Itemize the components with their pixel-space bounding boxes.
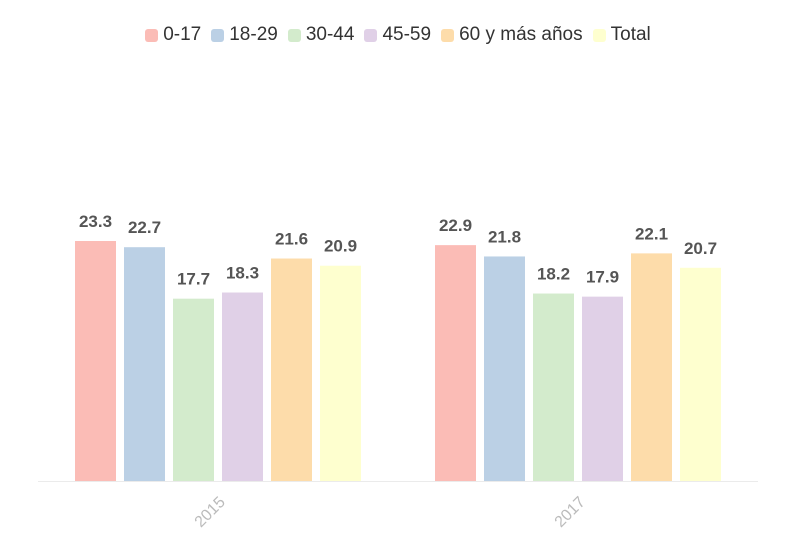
data-label: 18.3 — [226, 264, 259, 283]
bar[interactable] — [75, 241, 116, 481]
x-tick-label: 2015 — [192, 494, 229, 531]
legend-label: Total — [610, 24, 651, 45]
data-label: 21.6 — [275, 230, 308, 249]
legend-item[interactable]: 30-44 — [287, 24, 355, 46]
data-label: 22.9 — [439, 216, 472, 235]
legend-swatch — [211, 28, 225, 42]
data-label: 21.8 — [488, 227, 521, 246]
legend-swatch — [441, 28, 455, 42]
bar[interactable] — [435, 245, 476, 481]
bar[interactable] — [680, 267, 721, 481]
legend-swatch — [592, 28, 606, 42]
legend-swatch — [145, 28, 159, 42]
legend-item[interactable]: Total — [592, 24, 651, 46]
legend-item[interactable]: 0-17 — [145, 24, 201, 46]
legend-label: 30-44 — [305, 24, 355, 45]
bar[interactable] — [222, 292, 263, 481]
data-label: 23.3 — [79, 212, 112, 231]
legend-label: 18-29 — [229, 24, 278, 45]
data-label: 17.7 — [177, 270, 210, 289]
legend-label: 45-59 — [382, 24, 432, 45]
data-label: 22.7 — [128, 218, 161, 237]
data-label: 22.1 — [635, 224, 668, 243]
data-label: 20.9 — [324, 237, 357, 256]
bar[interactable] — [484, 256, 525, 481]
legend-item[interactable]: 45-59 — [364, 24, 431, 46]
bar[interactable] — [124, 247, 165, 481]
data-label: 18.2 — [537, 265, 570, 284]
bar[interactable] — [582, 296, 623, 481]
data-label: 20.7 — [684, 239, 717, 258]
x-tick-label: 2017 — [552, 494, 589, 531]
legend-swatch — [364, 28, 378, 42]
legend-label: 0-17 — [163, 24, 202, 45]
bar[interactable] — [173, 298, 214, 481]
legend-swatch — [287, 28, 301, 42]
data-label: 17.9 — [586, 268, 619, 287]
bar[interactable] — [631, 253, 672, 481]
legend-item[interactable]: 18-29 — [211, 24, 278, 46]
legend-item[interactable]: 60 y más años — [441, 24, 583, 46]
bar[interactable] — [320, 265, 361, 481]
bar[interactable] — [533, 293, 574, 481]
bar[interactable] — [271, 258, 312, 481]
chart-legend: 0-17 18-29 30-44 45-59 60 y más años Total — [0, 24, 796, 46]
legend-label: 60 y más años — [459, 24, 583, 45]
